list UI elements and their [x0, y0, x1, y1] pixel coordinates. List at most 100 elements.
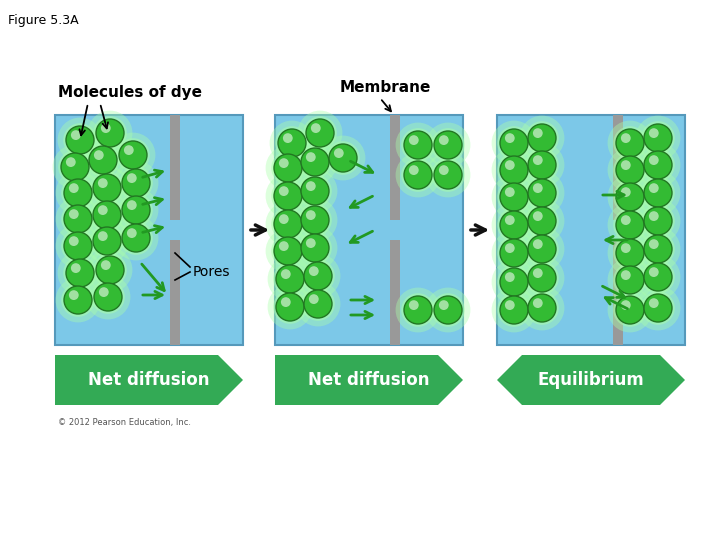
- Circle shape: [608, 147, 652, 192]
- Circle shape: [404, 131, 432, 159]
- Circle shape: [86, 143, 120, 177]
- Circle shape: [66, 157, 76, 167]
- Circle shape: [642, 260, 675, 294]
- Circle shape: [525, 204, 559, 238]
- Circle shape: [636, 286, 680, 330]
- Circle shape: [279, 186, 289, 196]
- Circle shape: [649, 155, 659, 165]
- Circle shape: [311, 123, 320, 133]
- Circle shape: [122, 224, 150, 252]
- Circle shape: [498, 126, 531, 160]
- Circle shape: [492, 147, 536, 192]
- Circle shape: [434, 131, 462, 159]
- Circle shape: [621, 160, 631, 170]
- Text: © 2012 Pearson Education, Inc.: © 2012 Pearson Education, Inc.: [58, 418, 191, 427]
- Circle shape: [94, 150, 104, 160]
- Circle shape: [492, 120, 536, 165]
- Circle shape: [301, 259, 335, 293]
- Circle shape: [301, 287, 335, 321]
- Circle shape: [276, 293, 304, 321]
- Circle shape: [649, 239, 659, 249]
- Circle shape: [621, 270, 631, 280]
- Circle shape: [616, 239, 644, 267]
- Circle shape: [525, 232, 559, 266]
- Bar: [170, 240, 180, 345]
- Circle shape: [61, 229, 95, 263]
- Circle shape: [500, 183, 528, 211]
- Circle shape: [61, 283, 95, 317]
- Circle shape: [69, 236, 78, 246]
- Circle shape: [431, 158, 465, 192]
- Circle shape: [644, 124, 672, 152]
- Circle shape: [520, 199, 564, 244]
- Circle shape: [608, 202, 652, 247]
- Polygon shape: [55, 355, 243, 405]
- Circle shape: [401, 128, 435, 162]
- Circle shape: [528, 124, 556, 152]
- Circle shape: [498, 293, 531, 327]
- Circle shape: [642, 232, 675, 266]
- Circle shape: [66, 259, 94, 287]
- Circle shape: [296, 254, 341, 299]
- Circle shape: [63, 256, 96, 290]
- Circle shape: [268, 256, 312, 301]
- Circle shape: [500, 156, 528, 184]
- Text: Net diffusion: Net diffusion: [89, 371, 210, 389]
- Circle shape: [326, 141, 360, 175]
- Bar: [390, 240, 400, 345]
- Circle shape: [613, 236, 647, 270]
- Circle shape: [500, 129, 528, 157]
- Circle shape: [500, 211, 528, 239]
- Circle shape: [306, 119, 334, 147]
- Circle shape: [498, 180, 531, 214]
- Bar: [170, 115, 180, 220]
- Circle shape: [298, 174, 332, 208]
- Circle shape: [608, 231, 652, 275]
- Circle shape: [492, 260, 536, 305]
- Circle shape: [111, 133, 156, 178]
- Circle shape: [644, 207, 672, 235]
- Circle shape: [98, 231, 108, 241]
- Circle shape: [93, 253, 127, 287]
- Circle shape: [309, 266, 319, 276]
- Circle shape: [55, 197, 100, 241]
- Circle shape: [271, 207, 305, 241]
- Circle shape: [306, 210, 315, 220]
- Circle shape: [120, 221, 153, 255]
- Circle shape: [271, 234, 305, 268]
- Circle shape: [608, 174, 652, 219]
- Circle shape: [90, 171, 124, 205]
- Circle shape: [96, 119, 124, 147]
- Circle shape: [616, 296, 644, 324]
- Circle shape: [64, 286, 92, 314]
- Circle shape: [274, 210, 302, 238]
- Circle shape: [292, 198, 338, 242]
- Circle shape: [395, 123, 441, 167]
- Circle shape: [296, 281, 341, 326]
- Polygon shape: [275, 355, 463, 405]
- Bar: [390, 115, 400, 220]
- Circle shape: [520, 143, 564, 187]
- Circle shape: [281, 269, 291, 279]
- Circle shape: [90, 198, 124, 232]
- Circle shape: [278, 129, 306, 157]
- Polygon shape: [497, 355, 685, 405]
- Circle shape: [608, 258, 652, 302]
- Circle shape: [644, 235, 672, 263]
- Circle shape: [621, 215, 631, 225]
- Circle shape: [525, 148, 559, 182]
- Circle shape: [649, 211, 659, 221]
- Circle shape: [309, 294, 319, 304]
- Circle shape: [505, 243, 515, 253]
- Circle shape: [58, 251, 102, 295]
- Circle shape: [621, 243, 631, 253]
- Circle shape: [93, 116, 127, 150]
- Circle shape: [505, 215, 515, 225]
- Circle shape: [271, 151, 305, 185]
- Circle shape: [101, 123, 111, 133]
- Circle shape: [266, 228, 310, 273]
- Circle shape: [266, 201, 310, 246]
- Circle shape: [71, 263, 81, 273]
- Circle shape: [409, 165, 419, 175]
- Circle shape: [528, 151, 556, 179]
